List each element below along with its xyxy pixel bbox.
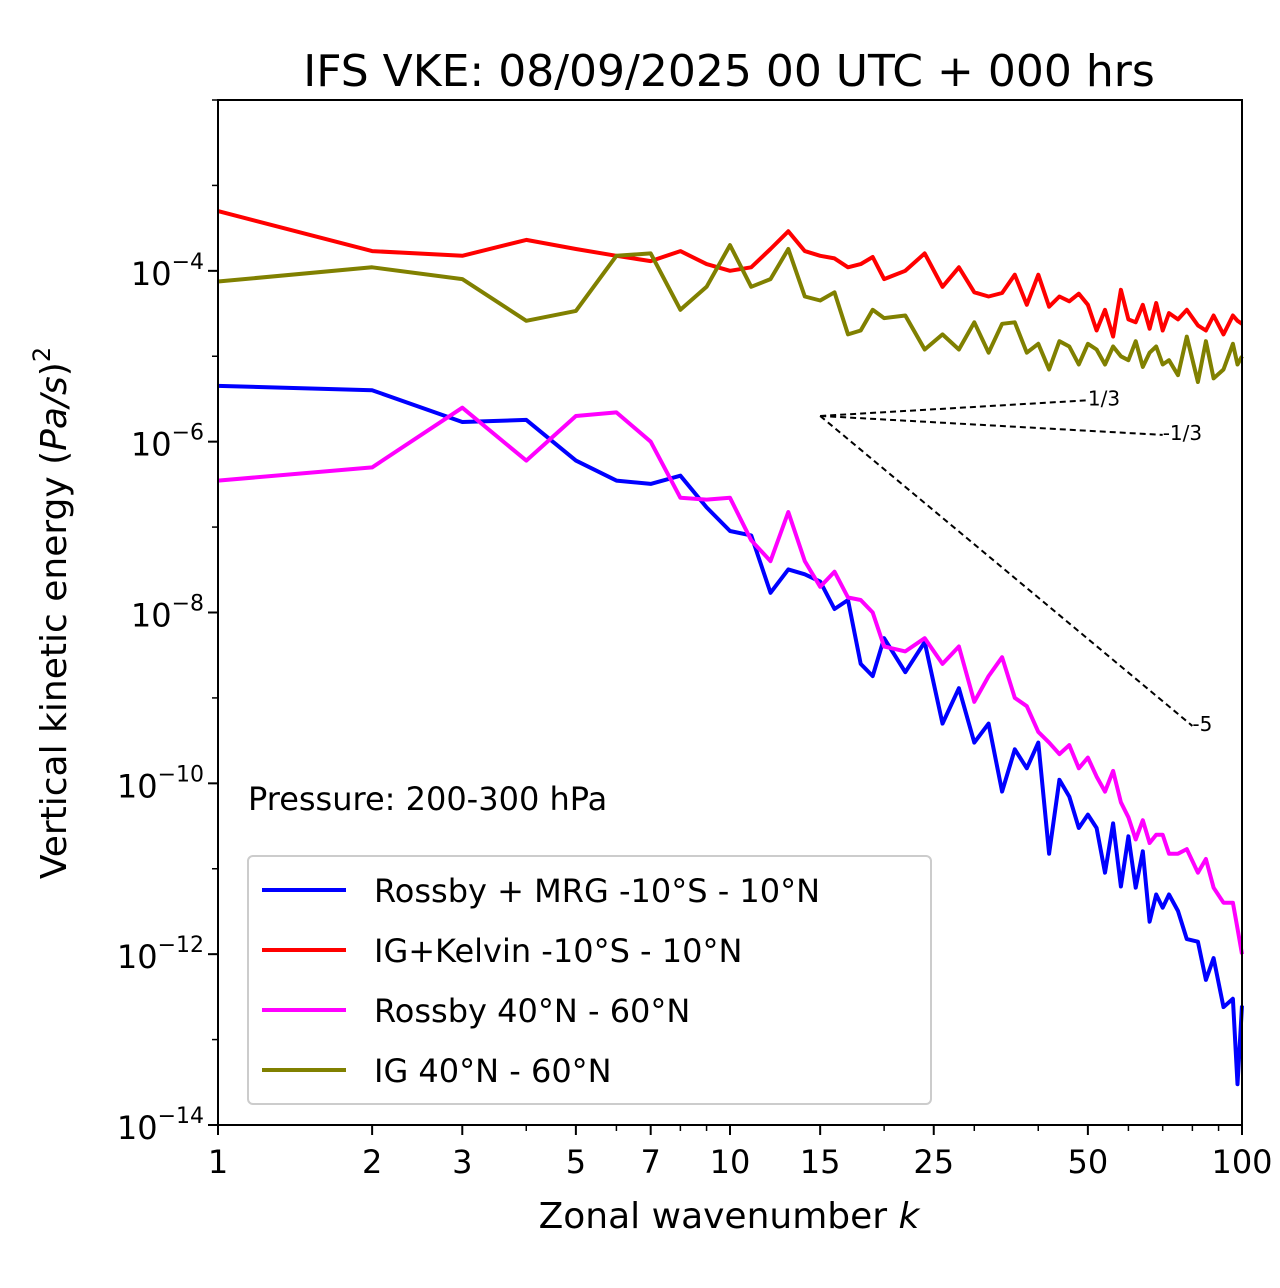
legend-label-0: Rossby + MRG -10°S - 10°N [374, 872, 820, 910]
x-tick-label-9: 100 [1211, 1143, 1272, 1181]
x-tick-label-3: 5 [566, 1143, 586, 1181]
x-tick-label-8: 50 [1068, 1143, 1109, 1181]
series-layer [217, 209, 1244, 1087]
legend: Rossby + MRG -10°S - 10°N IG+Kelvin -10°S… [247, 855, 932, 1105]
x-tick-label-2: 3 [452, 1143, 472, 1181]
reference-line-0 [820, 399, 1088, 417]
y-tick-label-5: 10−14 [117, 1104, 204, 1147]
legend-label-2: Rossby 40°N - 60°N [374, 992, 690, 1030]
reference-line-label-2: -5 [1192, 712, 1212, 736]
legend-label-1: IG+Kelvin -10°S - 10°N [374, 932, 742, 970]
x-tick-label-7: 25 [913, 1143, 954, 1181]
x-tick-label-1: 2 [362, 1143, 382, 1181]
reference-lines: 1/3 -1/3 -5 [819, 386, 1212, 736]
series-line-3 [217, 243, 1244, 384]
y-tick-label-1: 10−6 [131, 421, 204, 464]
y-tick-label-2: 10−8 [131, 592, 204, 635]
reference-line-1 [820, 414, 1163, 436]
x-axis-label: Zonal wavenumber k [539, 1196, 922, 1237]
reference-line-label-1: -1/3 [1163, 421, 1202, 445]
series-line-2 [217, 405, 1244, 955]
reference-line-2 [819, 415, 1194, 727]
x-tick-label-6: 15 [800, 1143, 841, 1181]
chart-title: IFS VKE: 08/09/2025 00 UTC + 000 hrs [303, 46, 1155, 97]
y-tick-label-0: 10−4 [131, 250, 204, 293]
series-line-1 [217, 209, 1244, 339]
axis-ticks: 1 2 3 5 7 10 15 25 50 100 10−4 10−6 10−8 10−10 10−12 10… [117, 99, 1273, 1181]
series-line-0 [217, 383, 1244, 1087]
reference-line-label-0: 1/3 [1088, 386, 1120, 410]
legend-label-3: IG 40°N - 60°N [374, 1052, 612, 1090]
y-tick-label-4: 10−12 [117, 933, 204, 976]
x-tick-label-0: 1 [208, 1143, 228, 1181]
pressure-annotation: Pressure: 200-300 hPa [248, 780, 607, 818]
legend-box [247, 855, 932, 1105]
y-axis-label: Vertical kinetic energy (Pa/s)2 [28, 347, 75, 879]
x-tick-label-5: 10 [710, 1143, 751, 1181]
y-tick-label-3: 10−10 [117, 762, 204, 805]
x-tick-label-4: 7 [641, 1143, 661, 1181]
